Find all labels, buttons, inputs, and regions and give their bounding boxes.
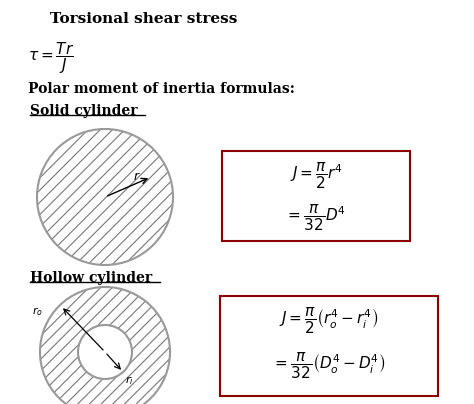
Text: $r_o$: $r_o$	[32, 305, 43, 318]
Text: Hollow cylinder: Hollow cylinder	[30, 271, 152, 285]
Circle shape	[78, 325, 132, 379]
Text: Torsional shear stress: Torsional shear stress	[50, 12, 237, 26]
Text: $J = \dfrac{\pi}{2}r^4$: $J = \dfrac{\pi}{2}r^4$	[290, 161, 342, 191]
Text: $r$: $r$	[133, 170, 141, 183]
Text: Solid cylinder: Solid cylinder	[30, 104, 137, 118]
Text: $= \dfrac{\pi}{32}D^4$: $= \dfrac{\pi}{32}D^4$	[285, 203, 346, 233]
FancyBboxPatch shape	[220, 296, 438, 396]
Text: $r_i$: $r_i$	[125, 374, 134, 387]
Text: $\tau = \dfrac{Tr}{J}$: $\tau = \dfrac{Tr}{J}$	[28, 40, 74, 76]
FancyBboxPatch shape	[222, 151, 410, 241]
Text: $J = \dfrac{\pi}{2}\left(r_o^4 - r_i^4\right)$: $J = \dfrac{\pi}{2}\left(r_o^4 - r_i^4\r…	[280, 306, 379, 336]
Text: Polar moment of inertia formulas:: Polar moment of inertia formulas:	[28, 82, 295, 96]
Text: $= \dfrac{\pi}{32}\left(D_o^4 - D_i^4\right)$: $= \dfrac{\pi}{32}\left(D_o^4 - D_i^4\ri…	[273, 351, 386, 381]
